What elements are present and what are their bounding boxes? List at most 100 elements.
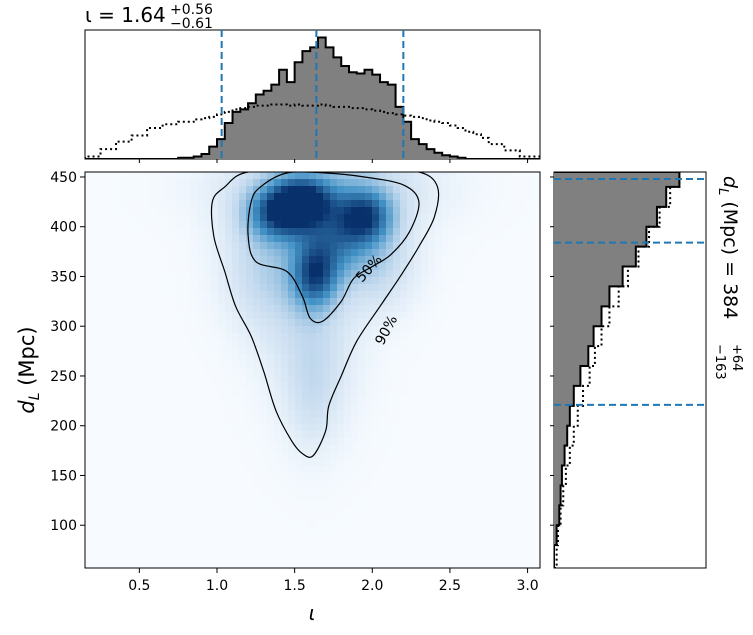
density-cell: [344, 403, 352, 411]
density-cell: [498, 277, 506, 285]
density-cell: [533, 466, 540, 474]
density-cell: [379, 277, 387, 285]
density-cell: [484, 361, 492, 369]
density-cell: [127, 333, 135, 341]
density-cell: [92, 396, 100, 404]
density-cell: [386, 270, 394, 278]
density-cell: [414, 221, 422, 229]
density-cell: [316, 214, 324, 222]
density-cell: [134, 424, 142, 432]
density-cell: [239, 172, 247, 180]
density-cell: [113, 221, 121, 229]
density-cell: [225, 256, 233, 264]
density-cell: [267, 424, 275, 432]
density-cell: [330, 431, 338, 439]
density-cell: [358, 263, 366, 271]
density-cell: [316, 221, 324, 229]
density-cell: [449, 277, 457, 285]
density-cell: [463, 389, 471, 397]
density-cell: [533, 438, 540, 446]
density-cell: [183, 277, 191, 285]
density-cell: [533, 536, 540, 544]
density-cell: [288, 221, 296, 229]
density-cell: [421, 487, 429, 495]
density-cell: [512, 347, 520, 355]
density-cell: [456, 333, 464, 341]
density-cell: [127, 508, 135, 516]
density-cell: [386, 557, 394, 565]
density-cell: [421, 431, 429, 439]
density-cell: [358, 550, 366, 558]
density-cell: [267, 396, 275, 404]
density-cell: [211, 550, 219, 558]
density-cell: [239, 179, 247, 187]
density-cell: [148, 319, 156, 327]
density-cell: [519, 403, 527, 411]
density-cell: [421, 529, 429, 537]
density-cell: [498, 221, 506, 229]
density-cell: [316, 256, 324, 264]
density-cell: [295, 410, 303, 418]
density-cell: [99, 291, 107, 299]
density-cell: [358, 319, 366, 327]
density-cell: [449, 438, 457, 446]
density-cell: [260, 522, 268, 530]
density-cell: [197, 326, 205, 334]
density-cell: [435, 291, 443, 299]
density-cell: [421, 515, 429, 523]
density-cell: [176, 431, 184, 439]
density-cell: [519, 186, 527, 194]
density-cell: [232, 508, 240, 516]
density-cell: [407, 284, 415, 292]
density-cell: [421, 193, 429, 201]
density-cell: [414, 354, 422, 362]
density-cell: [309, 508, 317, 516]
density-cell: [113, 333, 121, 341]
density-cell: [176, 298, 184, 306]
density-cell: [519, 424, 527, 432]
density-cell: [211, 564, 219, 568]
density-cell: [99, 263, 107, 271]
density-cell: [295, 361, 303, 369]
density-cell: [323, 354, 331, 362]
density-cell: [92, 249, 100, 257]
iota-title-main: ι = 1.64: [85, 3, 166, 27]
density-cell: [302, 326, 310, 334]
density-cell: [442, 494, 450, 502]
density-cell: [260, 214, 268, 222]
density-cell: [456, 431, 464, 439]
density-cell: [197, 354, 205, 362]
density-cell: [218, 221, 226, 229]
density-cell: [351, 368, 359, 376]
density-cell: [134, 487, 142, 495]
density-cell: [120, 557, 128, 565]
density-cell: [400, 207, 408, 215]
density-cell: [519, 410, 527, 418]
density-cell: [421, 480, 429, 488]
density-cell: [379, 375, 387, 383]
density-cell: [148, 354, 156, 362]
density-cell: [512, 431, 520, 439]
density-cell: [204, 564, 212, 568]
density-cell: [281, 270, 289, 278]
density-cell: [190, 277, 198, 285]
density-cell: [106, 396, 114, 404]
density-cell: [253, 284, 261, 292]
density-cell: [358, 277, 366, 285]
density-cell: [484, 466, 492, 474]
density-cell: [519, 396, 527, 404]
density-cell: [183, 445, 191, 453]
density-cell: [281, 193, 289, 201]
density-cell: [120, 403, 128, 411]
density-cell: [246, 375, 254, 383]
density-cell: [274, 389, 282, 397]
density-cell: [218, 326, 226, 334]
density-cell: [162, 333, 170, 341]
density-cell: [449, 221, 457, 229]
density-cell: [421, 368, 429, 376]
density-cell: [344, 270, 352, 278]
density-cell: [519, 368, 527, 376]
density-cell: [470, 249, 478, 257]
density-cell: [449, 249, 457, 257]
density-cell: [407, 368, 415, 376]
